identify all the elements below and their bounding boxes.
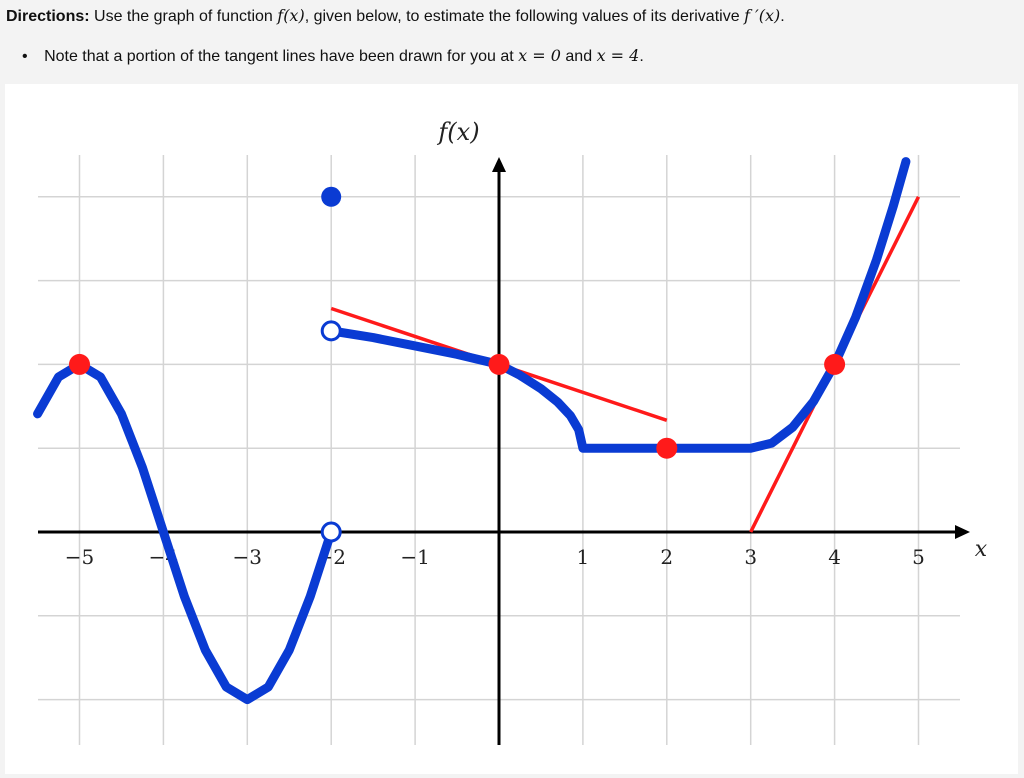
points bbox=[69, 186, 846, 543]
directions: Directions: Use the graph of function f(… bbox=[6, 6, 785, 26]
open-point bbox=[320, 320, 342, 342]
red-point bbox=[69, 353, 90, 375]
directions-text-2: , given below, to estimate the following… bbox=[304, 8, 740, 25]
curves bbox=[33, 157, 911, 705]
note: • Note that a portion of the tangent lin… bbox=[22, 46, 644, 66]
note-eq2: x = 4 bbox=[596, 46, 640, 65]
x-tick-label: 3 bbox=[744, 545, 757, 569]
red-point bbox=[656, 437, 678, 459]
note-end: . bbox=[639, 48, 644, 65]
directions-text: Use the graph of function bbox=[94, 8, 273, 25]
x-tick-labels: −5 −4 −3 −2 −1 1 2 3 4 5 bbox=[65, 545, 925, 569]
curve-middle bbox=[326, 157, 911, 453]
x-tick-label: 2 bbox=[660, 545, 673, 569]
x-axis-label: x bbox=[975, 537, 988, 562]
note-text: Note that a portion of the tangent lines… bbox=[44, 48, 514, 65]
directions-label: Directions: bbox=[6, 8, 90, 25]
bullet-icon: • bbox=[22, 48, 28, 65]
x-tick-label: −3 bbox=[233, 545, 262, 569]
y-axis-arrow-icon bbox=[492, 157, 506, 172]
directions-end: . bbox=[780, 8, 785, 25]
red-point bbox=[488, 353, 510, 375]
red-point bbox=[824, 353, 846, 375]
open-point bbox=[320, 521, 342, 543]
x-tick-label: 4 bbox=[828, 545, 841, 569]
graph-panel bbox=[5, 84, 1018, 774]
x-tick-label: 5 bbox=[912, 545, 925, 569]
axes bbox=[38, 157, 970, 745]
x-tick-label: −5 bbox=[65, 545, 94, 569]
x-tick-label: −1 bbox=[400, 545, 429, 569]
function-expr: f(x) bbox=[277, 6, 305, 25]
note-eq1: x = 0 bbox=[518, 46, 561, 65]
derivative-expr: f ′(x) bbox=[744, 6, 781, 25]
y-axis-label: f(x) bbox=[436, 118, 479, 146]
note-and: and bbox=[565, 48, 593, 65]
closed-point bbox=[321, 186, 342, 207]
x-tick-label: 1 bbox=[577, 545, 590, 569]
x-axis-arrow-icon bbox=[955, 525, 970, 539]
